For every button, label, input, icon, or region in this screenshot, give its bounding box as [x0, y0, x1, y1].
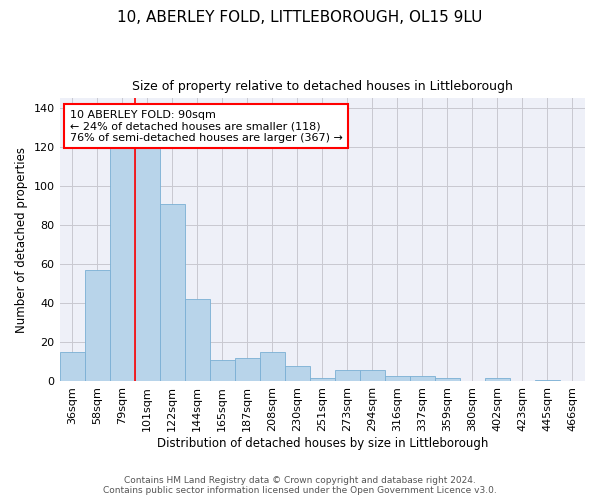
Bar — [335, 370, 360, 382]
Bar — [160, 204, 185, 382]
Bar — [360, 370, 385, 382]
Text: 10, ABERLEY FOLD, LITTLEBOROUGH, OL15 9LU: 10, ABERLEY FOLD, LITTLEBOROUGH, OL15 9L… — [118, 10, 482, 25]
Text: 10 ABERLEY FOLD: 90sqm
← 24% of detached houses are smaller (118)
76% of semi-de: 10 ABERLEY FOLD: 90sqm ← 24% of detached… — [70, 110, 343, 143]
Bar — [535, 380, 560, 382]
X-axis label: Distribution of detached houses by size in Littleborough: Distribution of detached houses by size … — [157, 437, 488, 450]
Bar — [185, 300, 209, 382]
Bar — [485, 378, 510, 382]
Bar — [209, 360, 235, 382]
Bar — [260, 352, 285, 382]
Bar — [59, 352, 85, 382]
Bar — [85, 270, 110, 382]
Bar — [385, 376, 410, 382]
Bar — [134, 128, 160, 382]
Bar — [235, 358, 260, 382]
Bar — [285, 366, 310, 382]
Bar — [110, 128, 134, 382]
Bar — [310, 378, 335, 382]
Bar — [410, 376, 435, 382]
Text: Contains HM Land Registry data © Crown copyright and database right 2024.
Contai: Contains HM Land Registry data © Crown c… — [103, 476, 497, 495]
Title: Size of property relative to detached houses in Littleborough: Size of property relative to detached ho… — [132, 80, 513, 93]
Y-axis label: Number of detached properties: Number of detached properties — [15, 147, 28, 333]
Bar — [435, 378, 460, 382]
